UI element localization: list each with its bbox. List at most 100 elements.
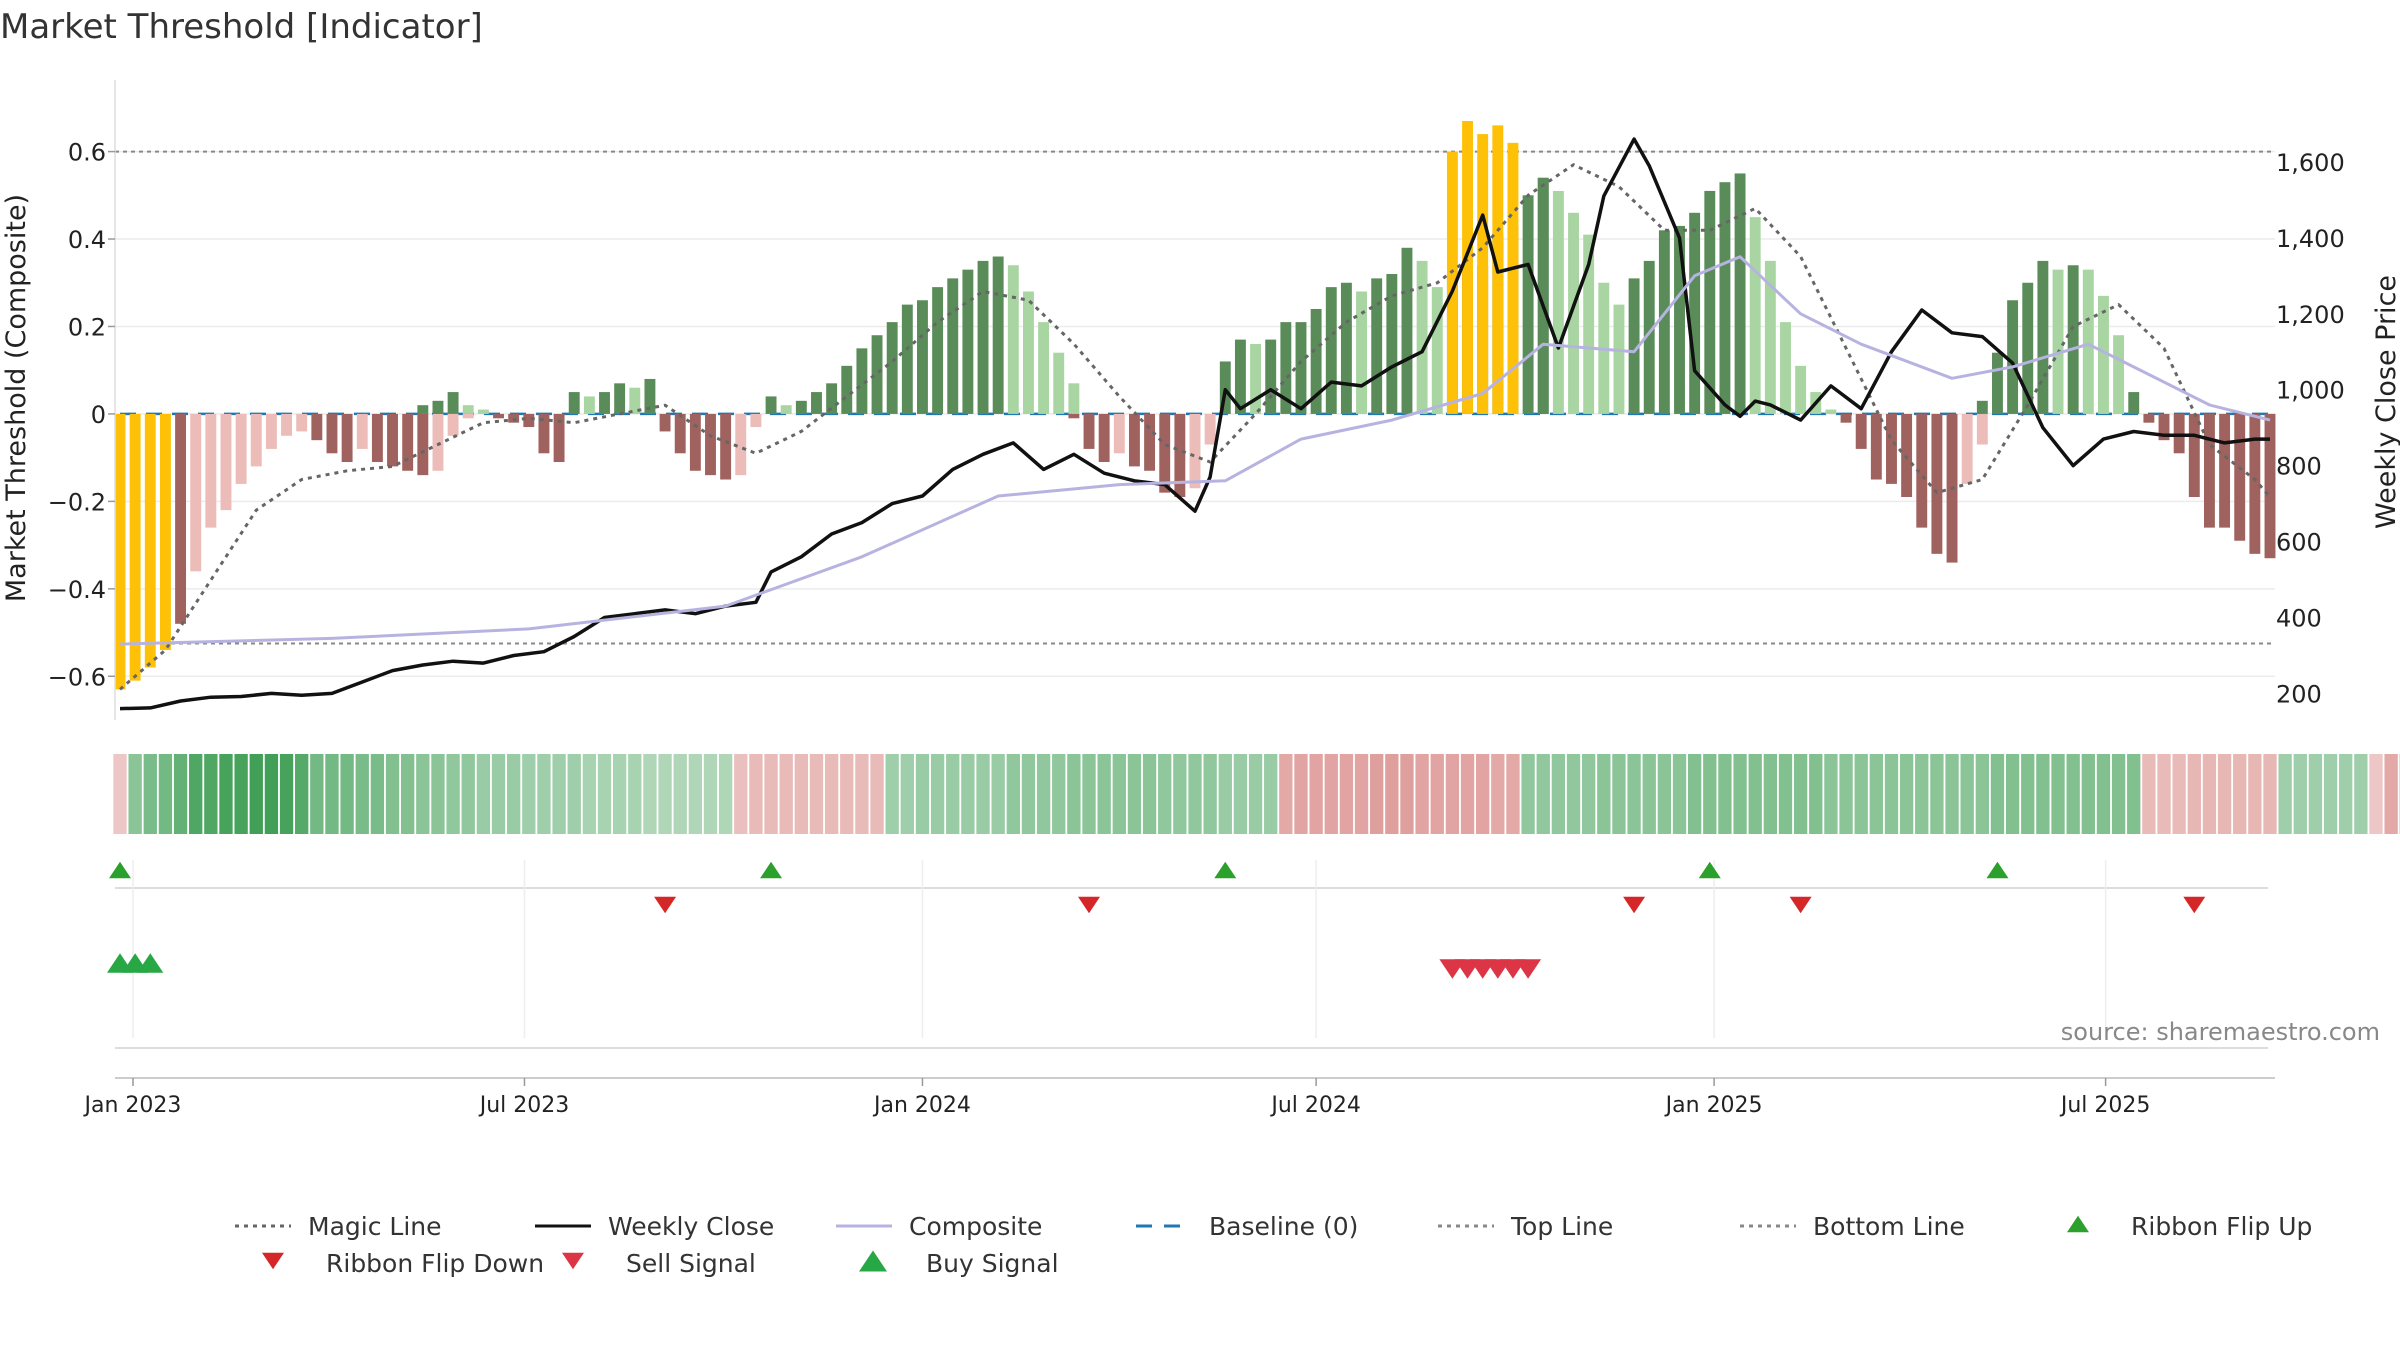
composite-bar bbox=[356, 413, 368, 449]
ribbon-flip-up-marker bbox=[109, 861, 131, 879]
x-tick-label: Jul 2024 bbox=[1269, 1093, 1361, 1118]
composite-bar bbox=[432, 400, 444, 414]
composite-bar bbox=[1795, 365, 1807, 414]
y-tick-label: 0.4 bbox=[68, 226, 106, 254]
composite-bar bbox=[962, 269, 974, 414]
ribbon-cell bbox=[1097, 754, 1111, 834]
ribbon-cell bbox=[2369, 754, 2383, 834]
ribbon-cell bbox=[915, 754, 930, 834]
legend-label: Top Line bbox=[1510, 1212, 1613, 1241]
composite-bar bbox=[629, 387, 641, 414]
ribbon-cell bbox=[279, 754, 294, 834]
ribbon-cell bbox=[2051, 754, 2065, 834]
ribbon-cell bbox=[2354, 754, 2368, 834]
ribbon-cell bbox=[930, 754, 945, 834]
ribbon-cell bbox=[1082, 754, 1096, 834]
ribbon-cell bbox=[264, 754, 279, 834]
composite-bar bbox=[1734, 173, 1746, 414]
ribbon-cell bbox=[2308, 754, 2323, 834]
ribbon-cell bbox=[1718, 754, 1732, 834]
composite-bar bbox=[1053, 352, 1065, 414]
composite-bar bbox=[1537, 177, 1549, 414]
y-tick-label: 0.2 bbox=[68, 313, 106, 341]
composite-bar bbox=[114, 413, 126, 690]
composite-bar bbox=[311, 413, 323, 441]
ribbon-cell bbox=[688, 754, 703, 834]
ribbon-cell bbox=[2172, 754, 2186, 834]
ribbon-cell bbox=[2066, 754, 2080, 834]
ribbon-cell bbox=[491, 754, 506, 834]
ribbon-cell bbox=[703, 754, 718, 834]
ribbon-cell bbox=[189, 754, 203, 834]
ribbon-cell bbox=[113, 754, 127, 834]
composite-bar bbox=[1250, 343, 1262, 414]
ribbon-cell bbox=[2323, 754, 2338, 834]
ribbon-cell bbox=[1703, 754, 1717, 834]
composite-bar bbox=[826, 383, 838, 414]
ribbon-cell bbox=[537, 754, 551, 834]
ribbon-cell bbox=[2202, 754, 2217, 834]
composite-bar bbox=[2128, 392, 2140, 414]
composite-bar bbox=[1976, 413, 1988, 445]
composite-bar bbox=[1886, 413, 1897, 484]
composite-bar bbox=[1356, 291, 1367, 414]
ribbon-cell bbox=[1945, 754, 1959, 834]
composite-bar bbox=[1583, 234, 1595, 414]
ribbon-cell bbox=[385, 754, 400, 834]
ribbon-cell bbox=[1915, 754, 1929, 834]
axes: −0.6 −0.4 −0.2 0 0.2 0.4 0.6 200 400 600 800 1,000 1… bbox=[48, 80, 2345, 720]
ribbon-cell bbox=[1627, 754, 1641, 834]
composite-bar bbox=[1386, 274, 1398, 414]
ribbon-cell bbox=[1506, 754, 1520, 834]
ribbon-cell bbox=[1430, 754, 1444, 834]
ribbon-cell bbox=[1264, 754, 1278, 834]
ribbon-cell bbox=[173, 754, 188, 834]
ribbon-cell bbox=[1536, 754, 1550, 834]
composite-bar bbox=[1416, 260, 1428, 414]
composite-bar bbox=[689, 413, 701, 471]
reference-lines bbox=[115, 150, 2275, 645]
ribbon-cell bbox=[249, 754, 263, 834]
composite-bar bbox=[462, 405, 474, 414]
ribbon-cell bbox=[2142, 754, 2156, 834]
ribbon-cell bbox=[476, 754, 491, 834]
composite-bar bbox=[1477, 134, 1489, 414]
composite-bar bbox=[493, 413, 504, 419]
composite-bar bbox=[1371, 278, 1383, 414]
x-tick-label: Jul 2025 bbox=[2059, 1093, 2151, 1118]
composite-bar bbox=[2203, 413, 2215, 528]
legend-item: Baseline (0) bbox=[1136, 1212, 1358, 1241]
x-tick-label: Jul 2023 bbox=[478, 1093, 570, 1118]
composite-bar bbox=[795, 400, 807, 414]
composite-bar bbox=[2234, 413, 2246, 541]
composite-bar bbox=[568, 392, 580, 414]
legend-item: Composite bbox=[836, 1212, 1042, 1241]
ribbon-cell bbox=[1476, 754, 1490, 834]
composite-bar bbox=[1431, 287, 1443, 414]
y-axis-label: Market Threshold (Composite) bbox=[1, 194, 32, 602]
composite-bar bbox=[447, 392, 459, 414]
composite-bar bbox=[1870, 413, 1882, 480]
composite-bar bbox=[1552, 190, 1564, 414]
ribbon-cell bbox=[1173, 754, 1187, 834]
composite-bar bbox=[1295, 322, 1307, 414]
ribbon-cell bbox=[1188, 754, 1202, 834]
composite-bar bbox=[1613, 304, 1625, 414]
ribbon-cell bbox=[446, 754, 460, 834]
composite-bar bbox=[1658, 230, 1670, 414]
ribbon-flip-up-marker bbox=[1986, 861, 2009, 879]
composite-bar bbox=[1310, 308, 1322, 414]
ribbon-cell bbox=[1142, 754, 1157, 834]
legend-swatch-tri-up bbox=[2067, 1215, 2089, 1233]
ribbon-cell bbox=[976, 754, 990, 834]
composite-bar bbox=[2264, 413, 2276, 559]
ribbon-cell bbox=[2036, 754, 2050, 834]
ribbon-cell bbox=[143, 754, 157, 834]
ribbon-cell bbox=[567, 754, 581, 834]
composite-bar bbox=[1128, 413, 1140, 467]
composite-bar bbox=[1446, 151, 1458, 414]
composite-bar bbox=[1628, 278, 1640, 414]
legend-swatch-tri-down bbox=[562, 1252, 584, 1270]
composite-bar bbox=[1038, 322, 1050, 414]
ribbon-cell bbox=[2096, 754, 2111, 834]
